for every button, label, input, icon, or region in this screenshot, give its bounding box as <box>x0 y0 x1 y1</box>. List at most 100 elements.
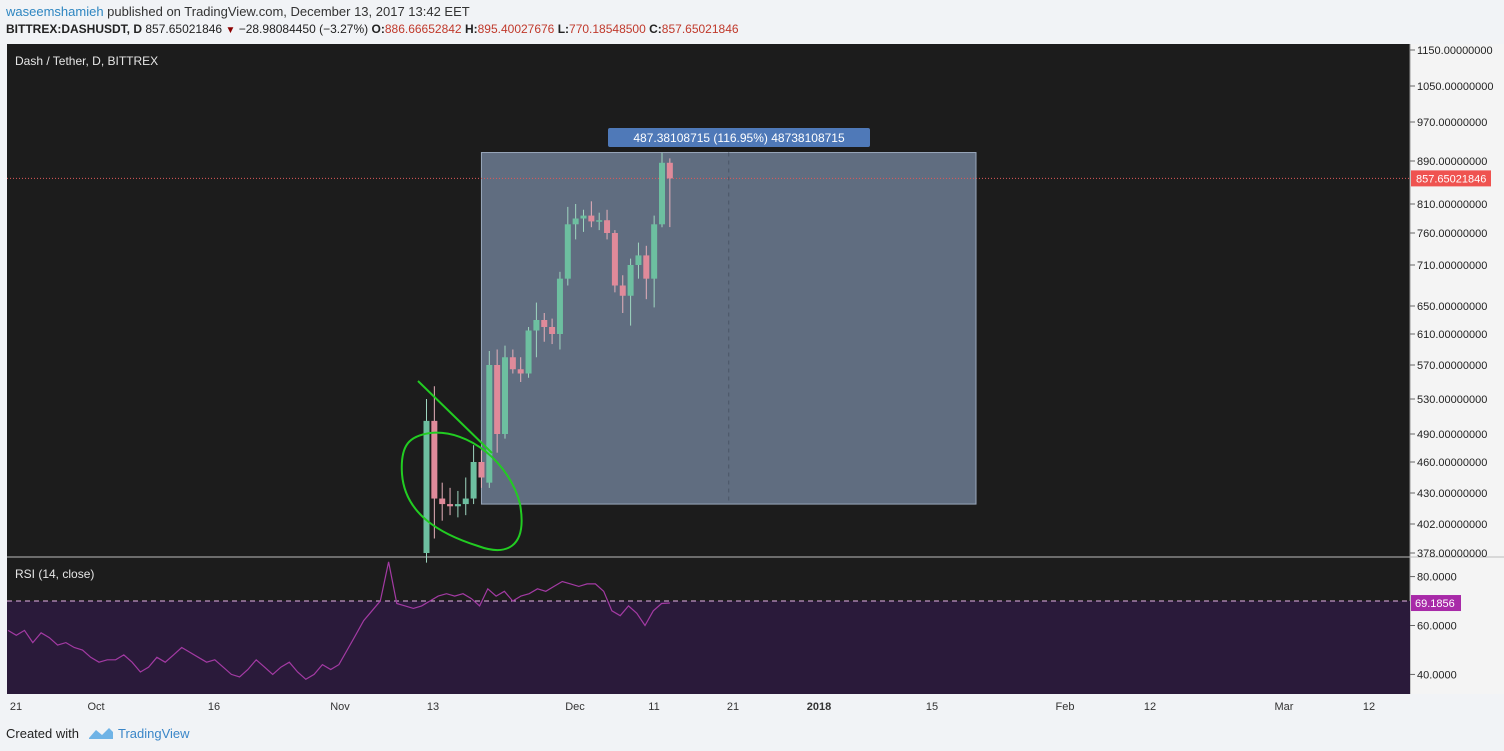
candle-body <box>556 278 563 334</box>
low-value: 770.18548500 <box>569 22 646 36</box>
open-label: O: <box>371 22 385 36</box>
candle-body <box>666 162 673 179</box>
candle-body <box>604 220 611 233</box>
price-tick-label: 890.00000000 <box>1417 156 1487 168</box>
candle-body <box>619 285 626 296</box>
published-text: published on TradingView.com, December 1… <box>107 4 470 19</box>
price-tick-label: 710.00000000 <box>1417 260 1487 272</box>
time-tick-label: 16 <box>208 701 220 713</box>
time-tick-label: 13 <box>427 701 439 713</box>
created-with-text: Created with <box>6 726 79 741</box>
price-tick-label: 460.00000000 <box>1417 457 1487 469</box>
price-tick-label: 402.00000000 <box>1417 519 1487 531</box>
low-label: L: <box>557 22 570 36</box>
price-pane-title: Dash / Tether, D, BITTREX <box>15 54 158 68</box>
last-price-label: 857.65021846 <box>1416 173 1486 185</box>
time-tick-label: Feb <box>1056 701 1075 713</box>
rsi-value-label: 69.1856 <box>1415 598 1455 610</box>
time-tick-label: Oct <box>87 701 104 713</box>
candle-body <box>659 162 665 225</box>
candle-body <box>596 220 603 222</box>
candle-body <box>486 365 493 483</box>
price-tick-label: 1050.00000000 <box>1417 81 1493 93</box>
rsi-tick-label: 80.0000 <box>1417 572 1457 584</box>
time-axis-bg <box>0 694 1504 716</box>
candle-body <box>502 357 508 434</box>
symbol-label: BITTREX:DASHUSDT, D <box>6 22 143 36</box>
price-chart[interactable]: 1150.00000000 1050.00000000 970.00000000 89… <box>0 44 1504 716</box>
change-value: −28.98084450 (−3.27%) <box>238 22 369 36</box>
time-tick-label: 21 <box>727 701 739 713</box>
price-tick-label: 570.00000000 <box>1417 360 1487 372</box>
time-tick-label: Dec <box>565 701 585 713</box>
time-tick-label: 11 <box>648 701 659 713</box>
price-axis-bg <box>1410 44 1504 694</box>
candle-body <box>580 215 587 219</box>
drawn-trend-line <box>417 380 493 454</box>
author-link[interactable]: waseemshamieh <box>6 4 104 19</box>
candle-body <box>439 498 446 505</box>
high-value: 895.40027676 <box>477 22 555 36</box>
candle-body <box>572 218 579 225</box>
publish-line: waseemshamieh published on TradingView.c… <box>6 4 470 19</box>
last-price: 857.65021846 <box>145 22 223 36</box>
time-tick-label: 12 <box>1144 701 1156 713</box>
ohlc-line: BITTREX:DASHUSDT, D 857.65021846 ▼ −28.9… <box>6 22 739 36</box>
tradingview-logo-icon <box>89 728 113 739</box>
candle-body <box>549 327 556 334</box>
time-tick-label: 12 <box>1363 701 1375 713</box>
time-tick-label: 15 <box>926 701 938 713</box>
price-tick-label: 378.00000000 <box>1417 548 1487 560</box>
chart-header: waseemshamieh published on TradingView.c… <box>0 0 1504 44</box>
rsi-line <box>7 561 670 681</box>
price-tick-label: 760.00000000 <box>1417 228 1487 240</box>
open-value: 886.66652842 <box>384 22 462 36</box>
rsi-value-badge <box>1411 595 1461 612</box>
footer: Created with TradingView <box>0 716 1504 751</box>
rsi-band <box>7 601 1410 694</box>
candle-body <box>564 224 571 279</box>
time-tick-label: Mar <box>1275 701 1294 713</box>
time-tick-label: Nov <box>330 701 350 713</box>
measure-label-bg <box>608 128 870 147</box>
candle-body <box>651 224 658 279</box>
candle-body <box>470 462 477 499</box>
tradingview-link[interactable]: TradingView <box>118 726 190 741</box>
high-label: H: <box>464 22 478 36</box>
candle-body <box>541 320 548 327</box>
close-label: C: <box>649 22 662 36</box>
time-tick-label: 2018 <box>807 701 831 713</box>
price-tick-label: 610.00000000 <box>1417 329 1487 341</box>
candle-body <box>588 215 595 222</box>
candle-body <box>447 504 454 507</box>
close-value: 857.65021846 <box>661 22 739 36</box>
price-tick-label: 490.00000000 <box>1417 429 1487 441</box>
measure-label: 487.38108715 (116.95%) 48738108715 <box>633 131 845 145</box>
time-tick-label: 21 <box>10 701 22 713</box>
price-tick-label: 970.00000000 <box>1417 117 1487 129</box>
candle-body <box>517 369 524 374</box>
candle-body <box>525 330 532 374</box>
candle-body <box>494 365 501 434</box>
price-tick-label: 810.00000000 <box>1417 199 1487 211</box>
candle-body <box>635 255 642 265</box>
candle-body <box>533 320 540 331</box>
price-tick-label: 530.00000000 <box>1417 394 1487 406</box>
price-tick-label: 1150.00000000 <box>1417 45 1493 57</box>
last-price-badge <box>1411 170 1491 187</box>
candle-body <box>509 357 516 370</box>
candle-body <box>431 420 438 499</box>
rsi-tick-label: 60.0000 <box>1417 621 1457 633</box>
rsi-pane-title: RSI (14, close) <box>15 567 94 581</box>
rsi-tick-label: 40.0000 <box>1417 669 1457 681</box>
candle-body <box>611 233 618 286</box>
candle-body <box>462 498 469 505</box>
candle-body <box>478 462 485 478</box>
price-tick-label: 650.00000000 <box>1417 301 1487 313</box>
drawn-circle <box>400 431 523 551</box>
down-arrow-icon: ▼ <box>225 25 236 36</box>
price-tick-label: 430.00000000 <box>1417 488 1487 500</box>
candle-body <box>423 420 430 553</box>
candle-body <box>627 265 634 296</box>
candle-body <box>454 504 461 507</box>
